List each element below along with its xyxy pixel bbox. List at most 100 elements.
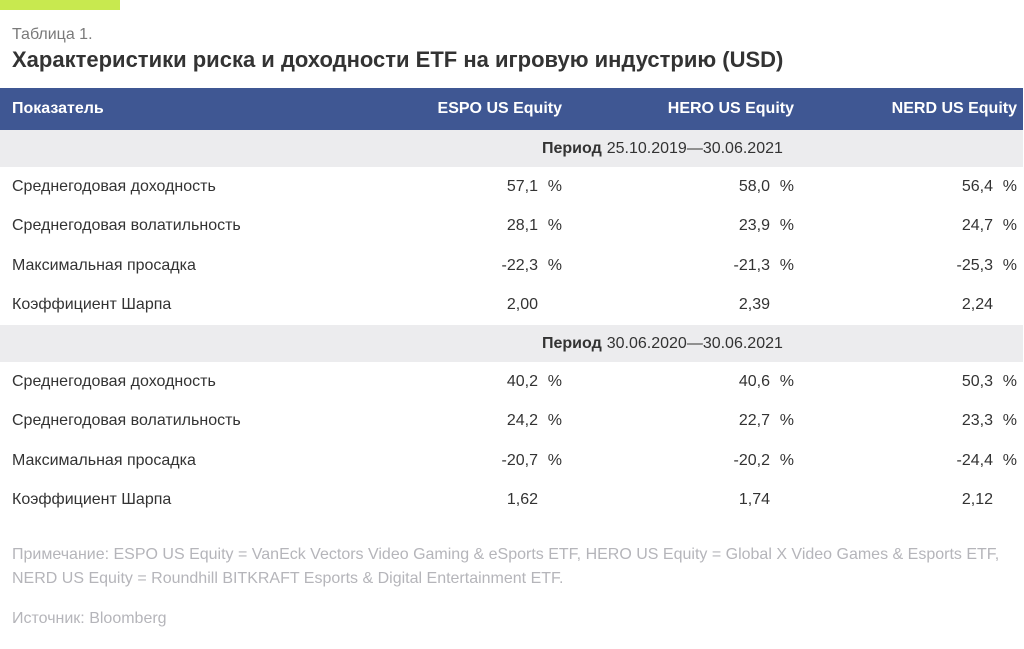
cell-espo: 24,2% <box>342 412 562 430</box>
cell-hero: 40,6% <box>562 373 794 391</box>
cell-value: -21,3 <box>733 256 770 274</box>
cell-espo: -22,3% <box>342 257 562 275</box>
cell-hero: 23,9% <box>562 217 794 235</box>
cell-nerd: -24,4% <box>794 452 1017 470</box>
page-title: Характеристики риска и доходности ETF на… <box>12 47 784 72</box>
table-note: Примечание: ESPO US Equity = VanEck Vect… <box>12 546 1000 587</box>
table-row: Среднегодовая волатильность 24,2% 22,7% 23,… <box>0 402 1023 442</box>
cell-unit: % <box>779 412 794 430</box>
cell-value: 2,39 <box>738 296 770 314</box>
cell-hero: -20,2% <box>562 452 794 470</box>
cell-value: 1,62 <box>506 491 538 509</box>
cell-value: 2,00 <box>506 296 538 314</box>
cell-hero: 58,0% <box>562 178 794 196</box>
period-label: Период <box>542 334 602 352</box>
cell-unit: % <box>1002 177 1017 195</box>
cell-nerd: 2,24 <box>794 296 1017 314</box>
cell-value: 40,2 <box>506 372 538 390</box>
cell-value: -25,3 <box>956 256 993 274</box>
table-row: Максимальная просадка -20,7% -20,2% -24,4% <box>0 441 1023 481</box>
etf-table: Показатель ESPO US Equity HERO US Equity… <box>0 88 1023 520</box>
cell-value: -20,7 <box>501 451 538 469</box>
cell-nerd: 24,7% <box>794 217 1017 235</box>
header-nerd: NERD US Equity <box>891 100 1017 117</box>
cell-value: 1,74 <box>738 491 770 509</box>
row-indicator-name: Максимальная просадка <box>12 256 196 274</box>
period-label: Период <box>542 139 602 157</box>
table-row: Среднегодовая доходность 57,1% 58,0% 56,4% <box>0 167 1023 207</box>
header-hero: HERO US Equity <box>667 100 794 117</box>
cell-value: 40,6 <box>738 372 770 390</box>
row-indicator-name: Среднегодовая доходность <box>12 372 216 390</box>
cell-nerd: 23,3% <box>794 412 1017 430</box>
cell-value: -22,3 <box>501 256 538 274</box>
cell-espo: 1,62 <box>342 491 562 509</box>
cell-value: 24,7 <box>961 217 993 235</box>
cell-value: -20,2 <box>733 451 770 469</box>
cell-value: 58,0 <box>738 177 770 195</box>
accent-bar <box>0 0 120 10</box>
cell-value: 23,9 <box>738 217 770 235</box>
cell-unit: % <box>547 451 562 469</box>
cell-value: 2,24 <box>961 296 993 314</box>
cell-unit: % <box>1002 217 1017 235</box>
row-indicator-name: Максимальная просадка <box>12 451 196 469</box>
cell-unit: % <box>779 372 794 390</box>
row-indicator-name: Среднегодовая волатильность <box>12 412 241 430</box>
cell-value: 24,2 <box>506 412 538 430</box>
row-indicator-name: Среднегодовая доходность <box>12 177 216 195</box>
cell-hero: 1,74 <box>562 491 794 509</box>
cell-espo: 40,2% <box>342 373 562 391</box>
cell-value: 50,3 <box>961 372 993 390</box>
header-indicator: Показатель <box>12 100 104 117</box>
period-band: Период 25.10.2019—30.06.2021 <box>0 130 1023 167</box>
cell-value: 23,3 <box>961 412 993 430</box>
cell-nerd: 56,4% <box>794 178 1017 196</box>
cell-unit: % <box>1002 412 1017 430</box>
table-row: Среднегодовая волатильность 28,1% 23,9% 24,… <box>0 207 1023 247</box>
cell-value: 22,7 <box>738 412 770 430</box>
cell-nerd: -25,3% <box>794 257 1017 275</box>
cell-unit: % <box>547 177 562 195</box>
cell-value: 57,1 <box>506 177 538 195</box>
cell-value: 2,12 <box>961 491 993 509</box>
cell-unit: % <box>1002 256 1017 274</box>
cell-espo: -20,7% <box>342 452 562 470</box>
cell-value: -24,4 <box>956 451 993 469</box>
cell-unit: % <box>779 256 794 274</box>
header-espo: ESPO US Equity <box>437 100 562 117</box>
table-row: Среднегодовая доходность 40,2% 40,6% 50,3% <box>0 362 1023 402</box>
period-band: Период 30.06.2020—30.06.2021 <box>0 325 1023 362</box>
table-row: Коэффициент Шарпа 2,00 2,39 2,24 <box>0 286 1023 326</box>
cell-value: 28,1 <box>506 217 538 235</box>
cell-hero: -21,3% <box>562 257 794 275</box>
row-indicator-name: Среднегодовая волатильность <box>12 217 241 235</box>
cell-unit: % <box>547 256 562 274</box>
cell-unit: % <box>779 451 794 469</box>
cell-unit: % <box>1002 451 1017 469</box>
table-source: Источник: Bloomberg <box>12 610 167 627</box>
cell-hero: 2,39 <box>562 296 794 314</box>
cell-unit: % <box>547 217 562 235</box>
cell-espo: 57,1% <box>342 178 562 196</box>
cell-value: 56,4 <box>961 177 993 195</box>
cell-espo: 28,1% <box>342 217 562 235</box>
cell-nerd: 50,3% <box>794 373 1017 391</box>
table-row: Коэффициент Шарпа 1,62 1,74 2,12 <box>0 481 1023 521</box>
cell-unit: % <box>779 177 794 195</box>
row-indicator-name: Коэффициент Шарпа <box>12 296 172 314</box>
table-row: Максимальная просадка -22,3% -21,3% -25,3% <box>0 246 1023 286</box>
period-range: 30.06.2020—30.06.2021 <box>606 334 783 352</box>
table-body: Период 25.10.2019—30.06.2021 Среднегодовая… <box>0 130 1023 520</box>
row-indicator-name: Коэффициент Шарпа <box>12 491 172 509</box>
table-header-row: Показатель ESPO US Equity HERO US Equity… <box>0 88 1023 130</box>
cell-unit: % <box>1002 372 1017 390</box>
cell-unit: % <box>547 372 562 390</box>
cell-unit: % <box>547 412 562 430</box>
cell-hero: 22,7% <box>562 412 794 430</box>
cell-espo: 2,00 <box>342 296 562 314</box>
table-caption: Таблица 1. <box>12 26 93 43</box>
period-range: 25.10.2019—30.06.2021 <box>606 139 783 157</box>
cell-unit: % <box>779 217 794 235</box>
cell-nerd: 2,12 <box>794 491 1017 509</box>
